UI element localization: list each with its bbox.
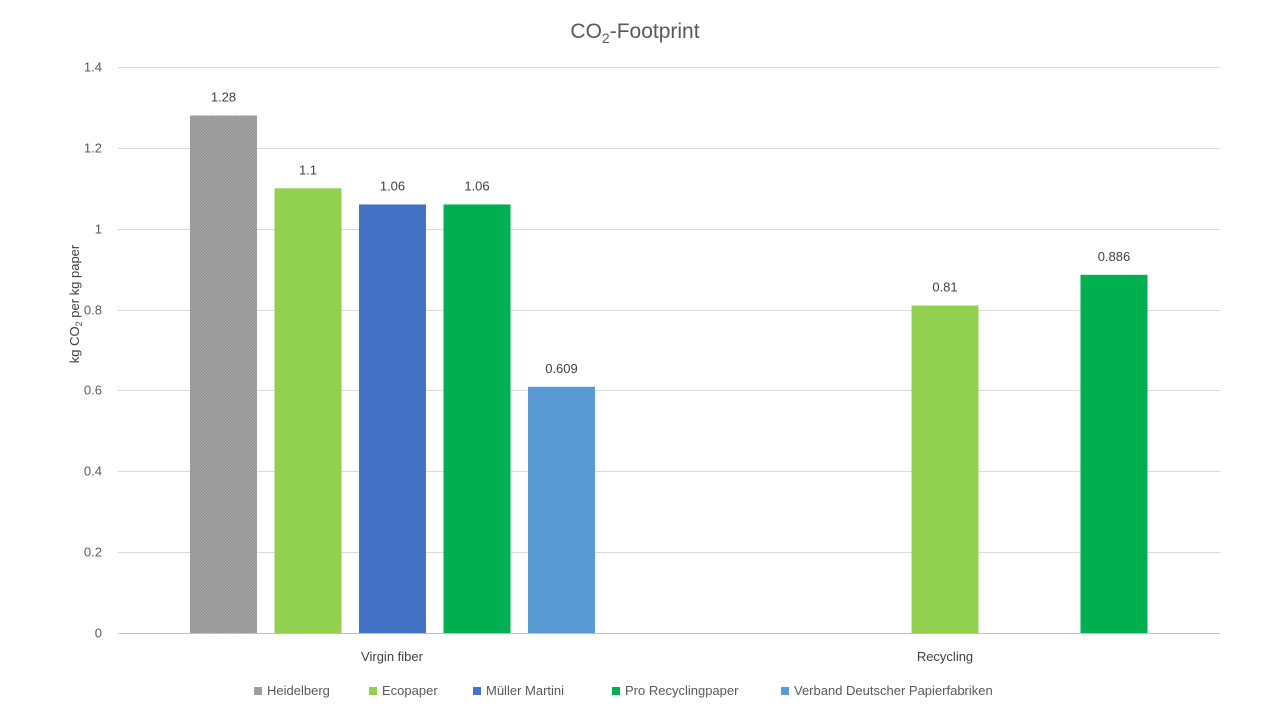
bar-m-ller-martini-0 [359, 204, 426, 633]
bar-verband-deutscher-papierfabriken-0 [528, 386, 595, 633]
legend-label: Müller Martini [486, 683, 564, 698]
data-label: 1.28 [211, 90, 236, 105]
y-tick-label: 0 [95, 626, 102, 641]
chart-title: CO2-Footprint [570, 20, 699, 46]
legend-label: Ecopaper [382, 683, 438, 698]
bar-pro-recyclingpaper-1 [1080, 274, 1148, 633]
bar-pro-recyclingpaper-0 [443, 204, 511, 633]
bar-ecopaper-1 [911, 305, 979, 633]
data-labels: 1.28 1.1 1.06 1.06 0.609 0.81 0.886 [211, 90, 1130, 376]
data-label: 0.886 [1098, 249, 1131, 264]
data-label: 1.06 [380, 178, 405, 193]
bar-ecopaper-0 [274, 188, 342, 634]
y-axis-ticks: 0 0.2 0.4 0.6 0.8 1 1.2 1.4 [84, 60, 102, 641]
x-axis-categories: Virgin fiber Recycling [361, 649, 973, 664]
bars [190, 115, 1148, 634]
data-label: 0.609 [545, 361, 578, 376]
y-axis-title: kg CO2 per kg paper [67, 244, 84, 363]
y-tick-label: 0.8 [84, 303, 102, 318]
y-tick-label: 1 [95, 222, 102, 237]
legend-swatch [369, 687, 377, 695]
bar-heidelberg-0 [190, 115, 257, 633]
y-tick-label: 1.4 [84, 60, 102, 75]
data-label: 0.81 [932, 280, 957, 295]
legend: Heidelberg Ecopaper Müller Martini Pro Recy… [254, 683, 993, 698]
data-label: 1.1 [299, 162, 317, 177]
legend-swatch [254, 687, 262, 695]
legend-label: Verband Deutscher Papierfabriken [794, 683, 993, 698]
legend-label: Heidelberg [267, 683, 330, 698]
legend-swatch [612, 687, 620, 695]
y-tick-label: 0.4 [84, 464, 102, 479]
y-tick-label: 0.2 [84, 545, 102, 560]
legend-swatch [473, 687, 481, 695]
legend-label: Pro Recyclingpaper [625, 683, 739, 698]
data-label: 1.06 [464, 178, 489, 193]
x-category-label: Recycling [917, 649, 973, 664]
x-category-label: Virgin fiber [361, 649, 424, 664]
y-tick-label: 1.2 [84, 141, 102, 156]
legend-swatch [781, 687, 789, 695]
y-tick-label: 0.6 [84, 383, 102, 398]
